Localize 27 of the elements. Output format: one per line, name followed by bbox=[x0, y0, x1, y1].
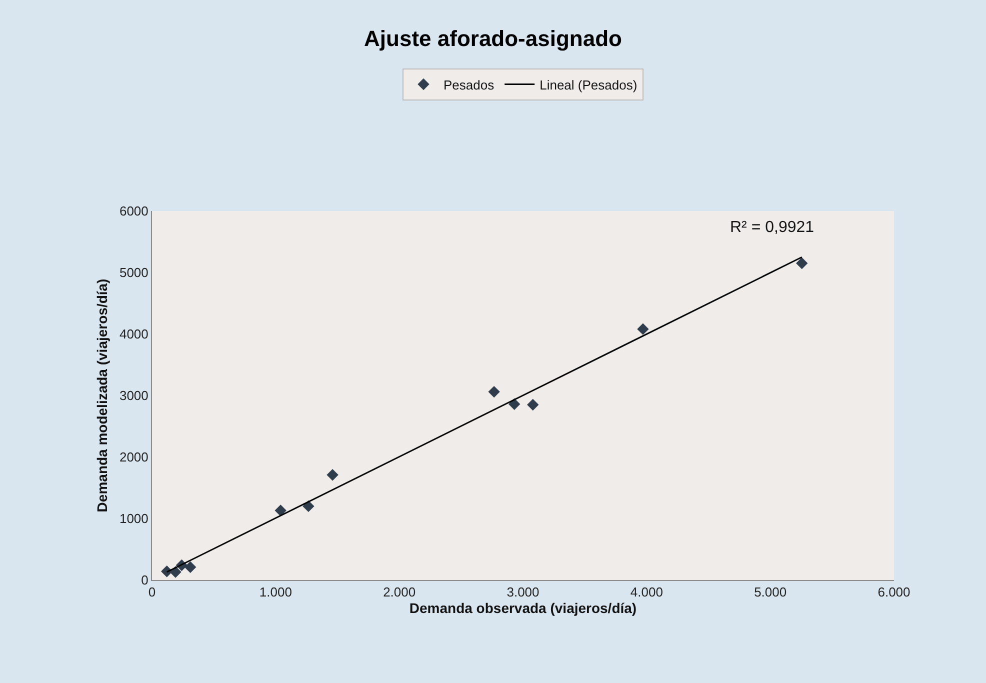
y-tick-label: 3000 bbox=[119, 388, 148, 404]
y-tick-label: 0 bbox=[141, 572, 148, 588]
point bbox=[637, 323, 649, 335]
y-tick-label: 4000 bbox=[119, 326, 148, 342]
x-axis-title: Demanda observada (viajeros/día) bbox=[409, 600, 637, 616]
x-tick-label: 2.000 bbox=[383, 584, 416, 600]
point bbox=[184, 561, 196, 573]
y-tick-label: 2000 bbox=[119, 450, 148, 465]
y-tick-label: 1000 bbox=[119, 511, 148, 526]
annotation: R² = 0,9921 bbox=[730, 219, 814, 236]
x-tick-label: 3.000 bbox=[506, 584, 540, 600]
legend-label: Pesados bbox=[444, 77, 495, 92]
x-tick-label: 6.000 bbox=[878, 584, 910, 600]
point bbox=[274, 504, 286, 516]
x-tick-label: 4.000 bbox=[630, 584, 663, 600]
y-tick-label: 6000 bbox=[119, 204, 148, 219]
y-axis-title: Demanda modelizada (viajeros/día) bbox=[94, 278, 110, 512]
point bbox=[527, 398, 539, 411]
legend-label: Lineal (Pesados) bbox=[540, 77, 638, 92]
point bbox=[302, 500, 314, 512]
chart-title: Ajuste aforado-asignado bbox=[364, 26, 622, 52]
y-tick-label: 5000 bbox=[119, 265, 148, 280]
point bbox=[796, 257, 808, 270]
x-tick-label: 1.000 bbox=[259, 584, 292, 600]
point bbox=[326, 468, 338, 481]
x-tick-label: 5.000 bbox=[754, 584, 787, 600]
point bbox=[488, 386, 500, 398]
